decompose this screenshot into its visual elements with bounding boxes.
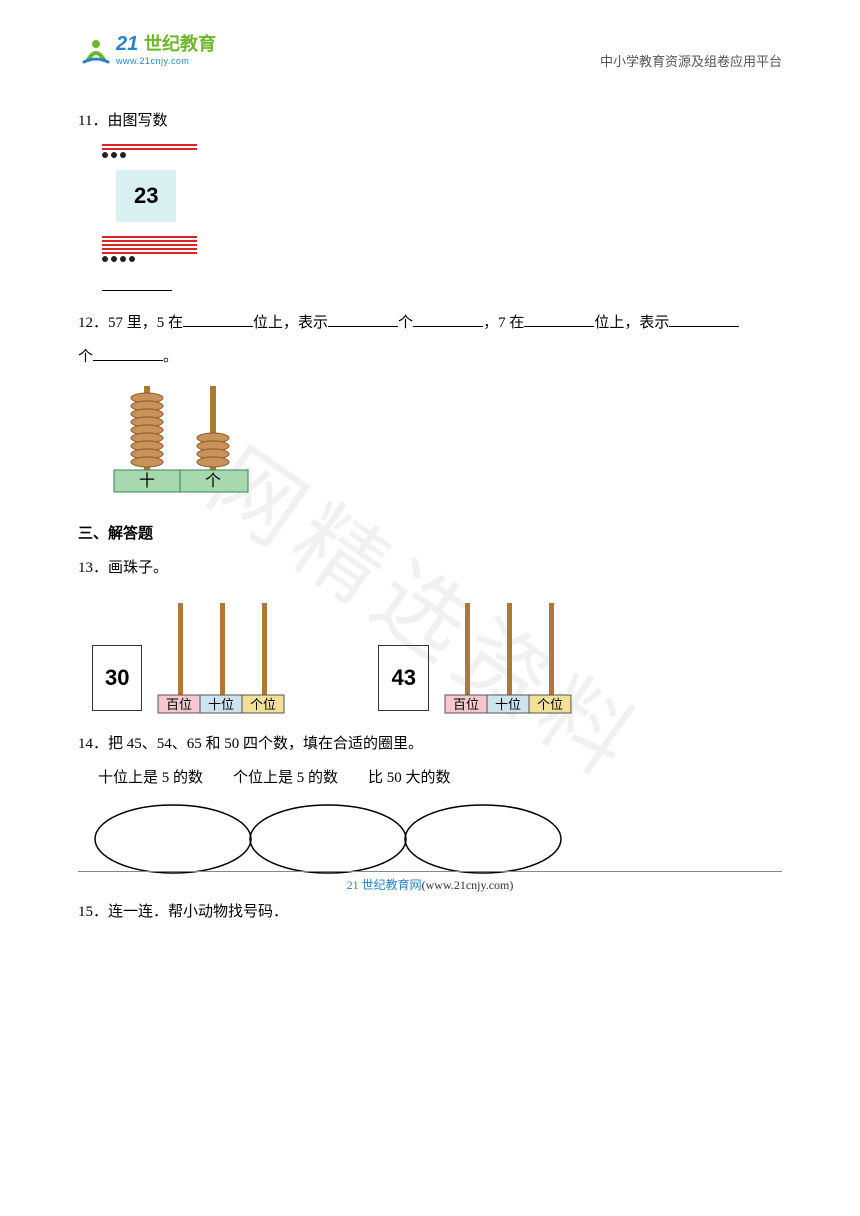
page-footer: 21 世纪教育网(www.21cnjy.com): [78, 871, 782, 893]
q12: 12．57 里，5 在 位上，表示 个 ，7 在 位上，表示: [78, 308, 782, 338]
q14-ovals: [88, 799, 782, 879]
svg-text:世纪教育: 世纪教育: [144, 33, 216, 54]
q11-num: 11．: [78, 113, 107, 129]
q13-left-counter[interactable]: 百位 十位 个位: [148, 597, 298, 717]
q14-label1: 十位上是 5 的数: [98, 763, 203, 793]
q13-figures: 30 百位 十位 个位 43: [92, 597, 782, 717]
q12-num: 12．: [78, 315, 108, 331]
q11-text: 由图写数: [107, 113, 167, 129]
q14: 14．把 45、54、65 和 50 四个数，填在合适的圈里。: [78, 729, 782, 759]
q13-text: 画珠子。: [108, 560, 168, 576]
q14-oval1[interactable]: [95, 805, 251, 873]
q13-right: 43 百位 十位 个位: [378, 597, 584, 717]
q13-left: 30 百位 十位 个位: [92, 597, 298, 717]
q12-p5: 位上，表示: [594, 315, 669, 331]
q12-blank4[interactable]: [524, 309, 594, 327]
q12-line2: 个。: [78, 342, 782, 372]
svg-text:个位: 个位: [250, 697, 276, 712]
q14-oval2[interactable]: [250, 805, 406, 873]
q15-num: 15．: [78, 904, 108, 920]
q11-bottom-sticks: [102, 236, 197, 262]
q12-blank3[interactable]: [413, 309, 483, 327]
footer-brand: 21 世纪教育网: [347, 878, 422, 892]
q14-labels: 十位上是 5 的数 个位上是 5 的数 比 50 大的数: [98, 763, 782, 793]
q13-right-num: 43: [378, 645, 428, 711]
q13: 13．画珠子。: [78, 553, 782, 583]
q14-num: 14．: [78, 736, 108, 752]
q13-right-counter[interactable]: 百位 十位 个位: [435, 597, 585, 717]
q12-blank6[interactable]: [93, 343, 163, 361]
svg-text:百位: 百位: [166, 697, 192, 712]
page-content: 21 世纪教育 www.21cnjy.com 中小学教育资源及组卷应用平台 11…: [0, 0, 860, 927]
q11: 11．由图写数: [78, 106, 782, 136]
q12-abacus: 十 个: [102, 378, 782, 509]
section3-title: 三、解答题: [78, 519, 782, 549]
q11-top-sticks: [102, 144, 197, 158]
logo: 21 世纪教育 www.21cnjy.com: [78, 28, 248, 70]
svg-text:个: 个: [205, 472, 221, 490]
page-header: 21 世纪教育 www.21cnjy.com 中小学教育资源及组卷应用平台: [0, 0, 860, 76]
svg-text:十位: 十位: [495, 697, 521, 712]
q12-p2: 位上，表示: [253, 315, 328, 331]
q12-blank2[interactable]: [328, 309, 398, 327]
q12-blank1[interactable]: [183, 309, 253, 327]
q14-text: 把 45、54、65 和 50 四个数，填在合适的圈里。: [108, 736, 423, 752]
q11-answer-blank[interactable]: [102, 273, 172, 291]
svg-text:个位: 个位: [537, 697, 563, 712]
q15: 15．连一连．帮小动物找号码．: [78, 897, 782, 927]
q12-p7: 。: [163, 349, 178, 365]
logo-svg: 21 世纪教育 www.21cnjy.com: [78, 28, 248, 70]
q12-blank5[interactable]: [669, 309, 739, 327]
q11-number-box: 23: [116, 170, 176, 222]
footer-url: (www.21cnjy.com): [422, 878, 514, 892]
q15-text: 连一连．帮小动物找号码．: [108, 904, 288, 920]
svg-text:www.21cnjy.com: www.21cnjy.com: [115, 56, 189, 66]
q12-p1: 57 里，5 在: [108, 315, 183, 331]
q11-figure: 23: [102, 144, 782, 302]
q14-oval3[interactable]: [405, 805, 561, 873]
header-right-text: 中小学教育资源及组卷应用平台: [600, 51, 782, 70]
svg-text:十: 十: [139, 472, 155, 490]
svg-text:百位: 百位: [453, 697, 479, 712]
content-area: 11．由图写数 23: [0, 76, 860, 927]
q14-label3: 比 50 大的数: [368, 763, 451, 793]
q14-label2: 个位上是 5 的数: [233, 763, 338, 793]
q12-p3: 个: [398, 315, 413, 331]
q12-p4: ，7 在: [483, 315, 524, 331]
q13-num: 13．: [78, 560, 108, 576]
q12-p6: 个: [78, 349, 93, 365]
svg-text:十位: 十位: [208, 697, 234, 712]
q13-left-num: 30: [92, 645, 142, 711]
svg-text:21: 21: [115, 33, 138, 55]
